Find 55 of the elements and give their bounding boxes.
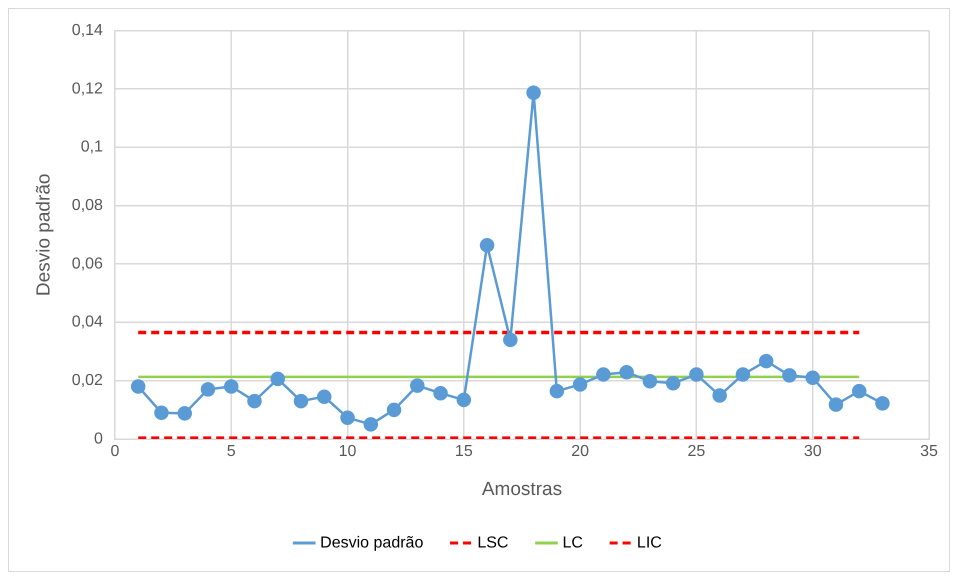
x-tick-label: 5 [226,443,236,460]
x-axis-title: Amostras [482,478,562,500]
point [712,388,727,403]
y-tick-label: 0,1 [80,138,104,156]
point [340,410,355,425]
x-tick-label: 0 [110,443,120,460]
point [596,367,611,382]
x-tick-label: 25 [688,443,706,460]
legend-label: Desvio padrão [320,534,424,552]
point [666,376,680,391]
point [642,374,658,388]
point [130,379,146,394]
point [550,384,564,398]
legend-label: LSC [477,534,508,552]
legend-label: LIC [636,534,662,552]
point [154,405,169,420]
point [177,406,192,421]
y-tick-label: 0,08 [72,197,104,214]
y-tick-label: 0,12 [72,80,104,98]
point [270,372,286,386]
point [805,370,820,385]
point [782,368,797,383]
x-tick-label: 20 [571,443,590,460]
point [758,354,774,368]
point [294,394,308,408]
point [433,386,448,400]
x-tick-label: 10 [338,443,357,460]
y-tick-label: 0,06 [72,255,104,272]
point [852,384,866,398]
point [572,377,588,392]
point [364,417,378,432]
point [247,394,262,408]
point [224,379,238,394]
point [480,238,494,253]
y-tick-label: 0,14 [72,22,104,40]
point [619,364,634,380]
point [526,85,541,100]
x-tick-label: 30 [804,443,822,460]
point [503,332,518,348]
point [200,382,216,397]
point [456,392,472,408]
point [317,389,332,404]
x-tick-label: 15 [454,443,473,460]
point [875,396,890,411]
x-tick-label: 35 [920,443,938,460]
point [736,367,750,382]
legend-label: LC [562,534,583,552]
y-tick-label: 0 [94,430,104,448]
y-tick-label: 0,04 [72,314,104,331]
y-tick-label: 0,02 [72,372,104,390]
point [410,378,425,393]
point [386,402,402,418]
point [828,397,844,412]
point [689,367,704,382]
y-axis-title: Desvio padrão [34,174,55,296]
